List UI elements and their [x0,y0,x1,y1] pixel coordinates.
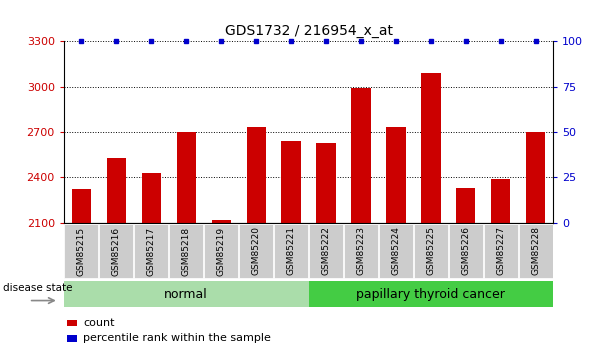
Title: GDS1732 / 216954_x_at: GDS1732 / 216954_x_at [224,23,393,38]
Bar [456,188,475,223]
Text: percentile rank within the sample: percentile rank within the sample [83,334,271,343]
Bar [491,179,511,223]
Bar [526,132,545,223]
Bar [106,158,126,223]
Bar [72,189,91,223]
Text: count: count [83,318,114,328]
Text: GSM85220: GSM85220 [252,226,261,276]
Bar [379,224,413,278]
Text: GSM85217: GSM85217 [147,226,156,276]
Text: GSM85225: GSM85225 [426,226,435,276]
Bar [386,127,406,223]
Bar [421,73,441,223]
Bar [344,224,378,278]
Bar [282,141,301,223]
Text: GSM85218: GSM85218 [182,226,191,276]
Text: GSM85215: GSM85215 [77,226,86,276]
Bar [239,224,273,278]
Bar [274,224,308,278]
Bar [246,127,266,223]
Bar [308,281,553,307]
Bar [142,173,161,223]
Bar [67,335,77,342]
Bar [134,224,168,278]
Bar [64,224,98,278]
Bar [204,224,238,278]
Bar [169,224,203,278]
Text: normal: normal [164,288,208,300]
Text: GSM85216: GSM85216 [112,226,121,276]
Bar [67,320,77,326]
Text: papillary thyroid cancer: papillary thyroid cancer [356,288,505,300]
Text: GSM85227: GSM85227 [496,226,505,276]
Bar [519,224,553,278]
Text: GSM85223: GSM85223 [356,226,365,276]
Text: GSM85224: GSM85224 [392,227,401,275]
Text: GSM85219: GSM85219 [216,226,226,276]
Text: GSM85221: GSM85221 [286,226,295,276]
Bar [212,220,231,223]
Bar [351,88,371,223]
Bar [99,224,133,278]
Text: GSM85222: GSM85222 [322,227,331,275]
Bar [484,224,518,278]
Bar [449,224,483,278]
Bar [64,281,308,307]
Text: GSM85228: GSM85228 [531,226,541,276]
Bar [176,132,196,223]
Text: GSM85226: GSM85226 [461,226,471,276]
Bar [414,224,448,278]
Bar [316,142,336,223]
Text: disease state: disease state [3,283,73,293]
Bar [309,224,343,278]
